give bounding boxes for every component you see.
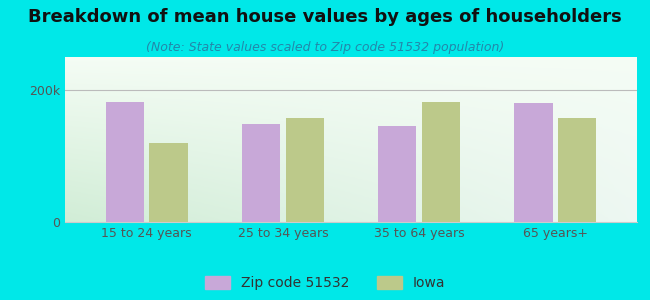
Text: Breakdown of mean house values by ages of householders: Breakdown of mean house values by ages o… xyxy=(28,8,622,26)
Text: (Note: State values scaled to Zip code 51532 population): (Note: State values scaled to Zip code 5… xyxy=(146,40,504,53)
Bar xyxy=(150,143,188,222)
Legend: Zip code 51532, Iowa: Zip code 51532, Iowa xyxy=(205,276,445,290)
Bar xyxy=(514,103,552,222)
Bar xyxy=(106,102,144,222)
Bar xyxy=(378,126,417,222)
Bar xyxy=(558,118,596,222)
Bar xyxy=(422,102,460,222)
Bar xyxy=(285,118,324,222)
Bar xyxy=(242,124,280,222)
